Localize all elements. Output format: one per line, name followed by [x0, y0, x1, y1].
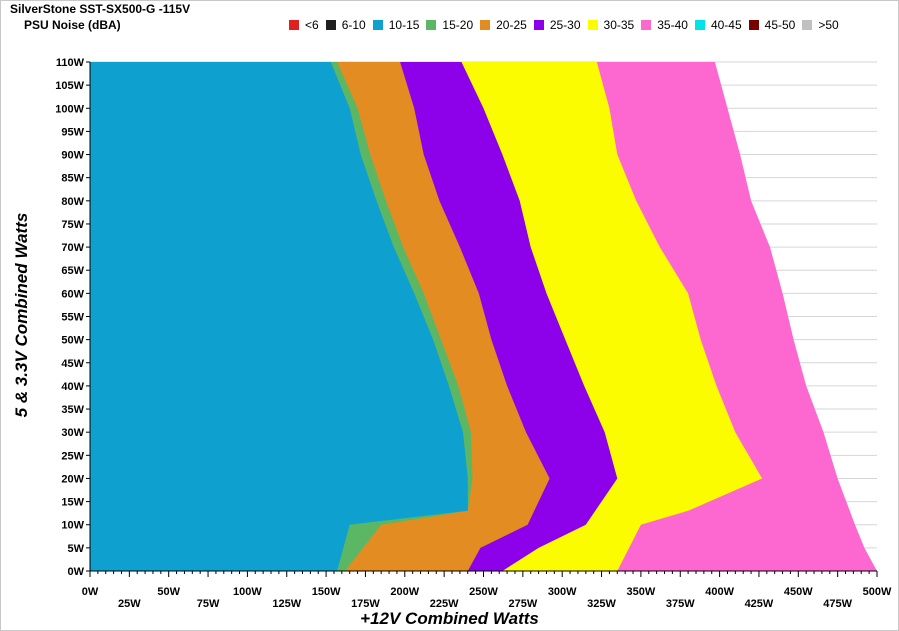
y-tick-label: 60W — [61, 288, 84, 300]
legend-label: 15-20 — [442, 18, 474, 32]
x-tick-label: 350W — [627, 586, 656, 598]
x-tick-label: 50W — [157, 586, 180, 598]
y-tick-label: 100W — [55, 103, 84, 115]
legend-label: 25-30 — [549, 18, 581, 32]
x-tick-label: 25W — [118, 598, 141, 610]
y-tick-label: 30W — [61, 427, 84, 439]
y-axis-label: 5 & 3.3V Combined Watts — [12, 212, 31, 418]
legend-label: 40-45 — [710, 18, 742, 32]
x-tick-label: 475W — [823, 598, 852, 610]
legend-item: 40-45 — [694, 18, 742, 32]
x-tick-label: 175W — [351, 598, 380, 610]
y-tick-label: 75W — [61, 219, 84, 231]
legend-item: <6 — [289, 18, 319, 32]
legend-item: 30-35 — [587, 18, 635, 32]
y-tick-label: 80W — [61, 196, 84, 208]
y-tick-label: 105W — [55, 80, 84, 92]
x-tick-label: 400W — [705, 586, 734, 598]
legend-swatch — [480, 20, 491, 30]
legend-label: >50 — [818, 18, 839, 32]
legend-swatch — [426, 20, 437, 30]
legend-item: 35-40 — [641, 18, 688, 32]
y-tick-label: 90W — [61, 150, 84, 162]
y-tick-label: 10W — [61, 520, 84, 532]
y-tick-label: 85W — [61, 173, 84, 185]
x-tick-label: 500W — [863, 586, 892, 598]
legend-label: 35-40 — [657, 18, 688, 32]
y-tick-label: 110W — [56, 57, 85, 69]
x-tick-label: 450W — [784, 586, 813, 598]
x-tick-label: 150W — [312, 586, 341, 598]
legend-item: 25-30 — [533, 18, 581, 32]
x-tick-label: 300W — [548, 586, 577, 598]
legend-swatch — [372, 20, 383, 30]
x-axis-label: +12V Combined Watts — [360, 609, 539, 628]
x-tick-label: 75W — [197, 598, 220, 610]
y-tick-label: 95W — [61, 126, 84, 138]
y-tick-label: 40W — [61, 381, 84, 393]
y-tick-label: 5W — [68, 543, 85, 555]
legend-item: >50 — [802, 18, 839, 32]
zone-10-15 — [90, 62, 468, 571]
chart-subtitle: PSU Noise (dBA) — [24, 18, 121, 32]
x-tick-label: 275W — [508, 598, 537, 610]
legend-item: 6-10 — [325, 18, 366, 32]
legend-label: 10-15 — [388, 18, 420, 32]
legend-label: 20-25 — [496, 18, 527, 32]
x-tick-label: 250W — [469, 586, 498, 598]
legend-item: 10-15 — [372, 18, 420, 32]
y-tick-label: 15W — [61, 497, 84, 509]
x-tick-label: 225W — [430, 598, 459, 610]
legend-label: 45-50 — [764, 18, 796, 32]
y-tick-label: 35W — [61, 404, 84, 416]
legend-swatch — [325, 20, 336, 30]
legend-swatch — [694, 20, 705, 30]
chart-title: SilverStone SST-SX500-G -115V — [10, 2, 191, 16]
x-tick-label: 125W — [272, 598, 301, 610]
x-tick-labels: 0W 50W 100W 150W 200W 250W 300W 350W 400W 450W 500… — [82, 571, 892, 610]
y-tick-label: 25W — [61, 450, 84, 462]
x-tick-label: 425W — [745, 598, 774, 610]
y-tick-label: 20W — [61, 473, 84, 485]
legend-label: 30-35 — [603, 18, 635, 32]
legend-swatch — [289, 20, 299, 30]
x-tick-label: 0W — [82, 586, 99, 598]
x-tick-label: 100W — [233, 586, 262, 598]
x-tick-label: 375W — [666, 598, 695, 610]
y-tick-label: 45W — [61, 358, 84, 370]
x-tick-label: 200W — [390, 586, 419, 598]
y-tick-label: 50W — [61, 335, 84, 347]
legend-item: 45-50 — [748, 18, 796, 32]
legend-item: 20-25 — [480, 18, 527, 32]
y-tick-label: 55W — [61, 312, 84, 324]
legend-item: 15-20 — [426, 18, 473, 32]
legend: <6 6-10 10-15 15-20 20-25 25-30 30-35 35-40 40-4… — [289, 17, 846, 33]
y-tick-labels: 0W 5W 10W 15W 20W 25W 30W 35W 40W 45W 50W 55W 60W 65W… — [55, 57, 90, 578]
y-tick-label: 65W — [61, 265, 84, 277]
legend-label: 6-10 — [341, 18, 366, 32]
legend-label: <6 — [305, 18, 319, 32]
legend-swatch — [802, 20, 813, 30]
legend-swatch — [533, 20, 544, 30]
legend-swatch — [587, 20, 598, 30]
noise-zones — [90, 62, 877, 571]
y-tick-label: 70W — [61, 242, 84, 254]
y-tick-label: 0W — [68, 566, 85, 578]
legend-swatch — [748, 20, 759, 30]
x-tick-label: 325W — [587, 598, 616, 610]
legend-swatch — [641, 20, 652, 30]
